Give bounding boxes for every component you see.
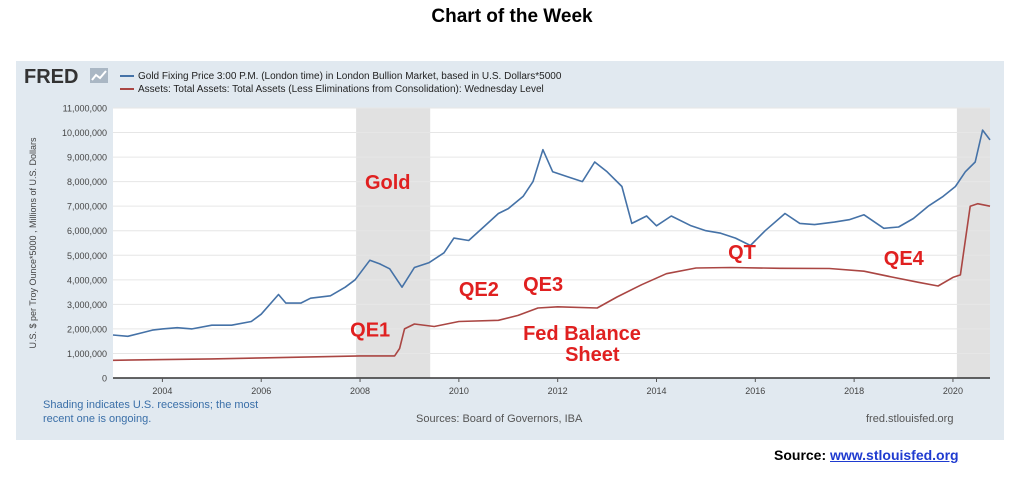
fred-logo[interactable]: FRED xyxy=(24,66,78,88)
x-tick-label: 2014 xyxy=(646,386,666,396)
annotation-label: QE4 xyxy=(884,248,925,270)
x-tick-label: 2016 xyxy=(745,386,765,396)
y-tick-label: 9,000,000 xyxy=(67,153,107,163)
y-tick-labels: 0 1,000,000 2,000,000 3,000,000 4,000,000 5,0… xyxy=(62,104,107,384)
page-title: Chart of the Week xyxy=(431,6,593,27)
annotation-label: Fed Balance xyxy=(523,323,641,345)
x-tick-label: 2006 xyxy=(251,386,271,396)
x-tick-label: 2018 xyxy=(844,386,864,396)
y-tick-label: 1,000,000 xyxy=(67,349,107,359)
annotation-label: QT xyxy=(728,242,756,264)
y-tick-label: 11,000,000 xyxy=(63,104,107,114)
source-line: Source: www.stlouisfed.org xyxy=(774,447,959,463)
y-tick-label: 7,000,000 xyxy=(67,202,107,212)
source-link[interactable]: www.stlouisfed.org xyxy=(830,447,959,463)
y-tick-label: 10,000,000 xyxy=(62,128,107,138)
chart-panel: FRED Gold Fixing Price 3:00 P.M. (London… xyxy=(16,61,1004,440)
y-tick-label: 6,000,000 xyxy=(67,226,107,236)
x-tick-label: 2004 xyxy=(152,386,172,396)
fred-site-link[interactable]: fred.stlouisfed.org xyxy=(866,413,953,425)
sources-note: Sources: Board of Governors, IBA xyxy=(416,413,583,425)
grid-lines xyxy=(113,107,990,354)
y-axis-label: U.S. $ per Troy Ounce*5000 , Millions of… xyxy=(28,137,38,349)
plot-area xyxy=(113,108,990,378)
gold-series-line[interactable] xyxy=(112,129,991,338)
x-tick-label: 2010 xyxy=(449,386,469,396)
y-tick-label: 0 xyxy=(102,374,107,384)
y-tick-label: 3,000,000 xyxy=(67,300,107,310)
y-tick-label: 8,000,000 xyxy=(67,177,107,187)
annotation-label: Sheet xyxy=(565,344,620,366)
recession-band xyxy=(356,108,431,378)
x-tick-label: 2020 xyxy=(943,386,963,396)
source-label: Source: xyxy=(774,447,827,463)
legend: Gold Fixing Price 3:00 P.M. (London time… xyxy=(120,71,562,95)
shading-note-line-2: recent one is ongoing. xyxy=(43,413,151,425)
recession-band xyxy=(956,108,990,378)
shading-note-line-1: Shading indicates U.S. recessions; the m… xyxy=(43,399,258,411)
x-tick-label: 2008 xyxy=(350,386,370,396)
legend-label-assets: Assets: Total Assets: Total Assets (Less… xyxy=(138,84,544,95)
x-tick-label: 2012 xyxy=(548,386,568,396)
fred-chart: FRED Gold Fixing Price 3:00 P.M. (London… xyxy=(24,66,991,425)
annotation-label: Gold xyxy=(365,172,411,194)
annotation-label: QE3 xyxy=(523,274,563,296)
recession-shading xyxy=(356,108,990,378)
x-tick-labels: 2004 2006 2008 2010 2012 2014 2016 2018 2020 xyxy=(152,378,963,396)
y-tick-label: 2,000,000 xyxy=(67,324,107,334)
y-tick-label: 4,000,000 xyxy=(67,275,107,285)
fred-logo-mark-icon xyxy=(90,68,108,83)
legend-label-gold: Gold Fixing Price 3:00 P.M. (London time… xyxy=(138,71,562,82)
series-layer xyxy=(112,129,991,362)
y-tick-label: 5,000,000 xyxy=(67,251,107,261)
assets-series-line[interactable] xyxy=(112,202,991,362)
annotation-label: QE2 xyxy=(459,279,499,301)
annotation-label: QE1 xyxy=(350,319,390,341)
